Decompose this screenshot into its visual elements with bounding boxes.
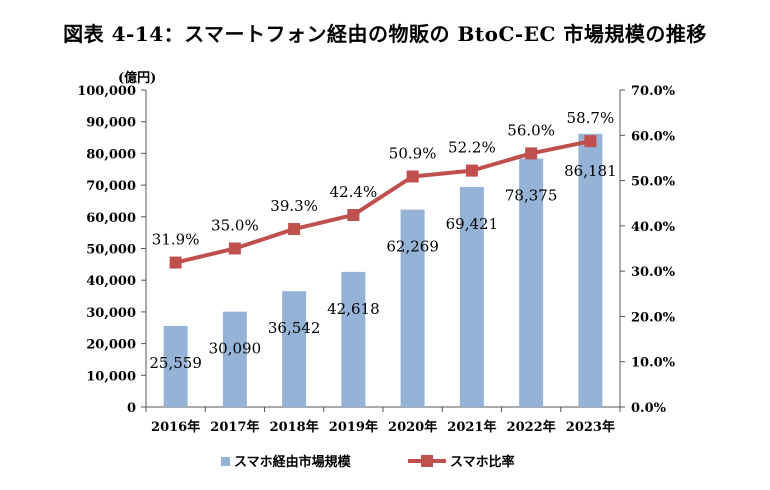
ratio-value-label: 52.2% bbox=[448, 139, 496, 157]
y-tick-label: 50,000 bbox=[86, 243, 136, 258]
ratio-point bbox=[169, 256, 182, 269]
legend-line-marker bbox=[421, 455, 433, 467]
y2-tick-label: 50.0% bbox=[631, 175, 676, 190]
x-tick-label: 2016年 bbox=[151, 419, 200, 435]
y2-tick-label: 30.0% bbox=[631, 265, 676, 280]
ratio-value-label: 56.0% bbox=[507, 121, 555, 139]
bar-series bbox=[163, 133, 603, 408]
bar bbox=[578, 133, 603, 408]
bar bbox=[163, 325, 188, 407]
x-tick-label: 2017年 bbox=[210, 419, 259, 435]
ratio-value-label: 50.9% bbox=[389, 144, 437, 162]
ratio-point bbox=[288, 223, 301, 236]
x-tick-label: 2023年 bbox=[566, 419, 615, 435]
legend: スマホ経由市場規模 スマホ比率 bbox=[221, 454, 515, 470]
bar-value-label: 30,090 bbox=[209, 340, 262, 358]
y2-tick-label: 60.0% bbox=[631, 129, 676, 144]
bar-value-label: 42,618 bbox=[327, 300, 380, 318]
x-tick-label: 2018年 bbox=[270, 419, 319, 435]
bar-value-label: 62,269 bbox=[386, 238, 439, 256]
ratio-point bbox=[584, 135, 597, 148]
y-tick-label: 60,000 bbox=[86, 211, 136, 226]
line-series bbox=[169, 135, 597, 269]
y-tick-label: 0 bbox=[127, 401, 136, 416]
y-tick-label: 40,000 bbox=[86, 274, 136, 289]
bar bbox=[459, 186, 484, 407]
ratio-point bbox=[525, 147, 538, 160]
legend-bar-label: スマホ経由市場規模 bbox=[234, 454, 352, 470]
y-tick-label: 20,000 bbox=[86, 338, 136, 353]
y2-tick-label: 40.0% bbox=[631, 220, 676, 235]
y-tick-label: 30,000 bbox=[86, 306, 136, 321]
ratio-point bbox=[465, 164, 478, 177]
ratio-point bbox=[406, 170, 419, 183]
ratio-line bbox=[175, 139, 591, 265]
y-tick-label: 100,000 bbox=[77, 84, 136, 99]
bar-value-label: 78,375 bbox=[505, 187, 558, 205]
x-tick-label: 2020年 bbox=[388, 419, 437, 435]
ratio-value-label: 31.9% bbox=[152, 231, 200, 249]
bar-value-label: 86,181 bbox=[564, 162, 617, 180]
bar bbox=[222, 311, 247, 407]
y2-tick-label: 10.0% bbox=[631, 356, 676, 371]
x-tick-label: 2019年 bbox=[329, 419, 378, 435]
y-tick-label: 10,000 bbox=[86, 369, 136, 384]
ratio-value-label: 39.3% bbox=[270, 197, 318, 215]
bar bbox=[519, 158, 544, 407]
data-labels: 25,559 30,090 36,542 42,618 62,269 69,421 78,3… bbox=[149, 109, 616, 372]
ratio-value-label: 42.4% bbox=[330, 183, 378, 201]
y-tick-label: 90,000 bbox=[86, 116, 136, 131]
ratio-point bbox=[347, 208, 360, 221]
legend-bar-swatch bbox=[221, 457, 230, 466]
x-tick-label: 2022年 bbox=[507, 419, 556, 435]
ratio-point bbox=[228, 242, 241, 255]
bar bbox=[400, 209, 425, 407]
y-unit-label: (億円) bbox=[118, 70, 156, 86]
bar-value-label: 69,421 bbox=[446, 215, 499, 233]
y-tick-label: 70,000 bbox=[86, 179, 136, 194]
bar bbox=[282, 291, 307, 407]
bar-value-label: 25,559 bbox=[149, 354, 202, 372]
bar bbox=[341, 271, 366, 407]
y-tick-label: 80,000 bbox=[86, 147, 136, 162]
y2-tick-label: 20.0% bbox=[631, 310, 676, 325]
x-tick-label: 2021年 bbox=[447, 419, 496, 435]
legend-line-label: スマホ比率 bbox=[450, 454, 515, 470]
ratio-value-label: 35.0% bbox=[211, 217, 259, 235]
y2-tick-label: 70.0% bbox=[631, 84, 676, 99]
chart-title: 図表 4-14：スマートフォン経由の物販の BtoC-EC 市場規模の推移 bbox=[63, 22, 707, 46]
bar-value-label: 36,542 bbox=[268, 319, 321, 337]
ratio-value-label: 58.7% bbox=[567, 109, 615, 127]
y2-tick-label: 0.0% bbox=[631, 401, 667, 416]
